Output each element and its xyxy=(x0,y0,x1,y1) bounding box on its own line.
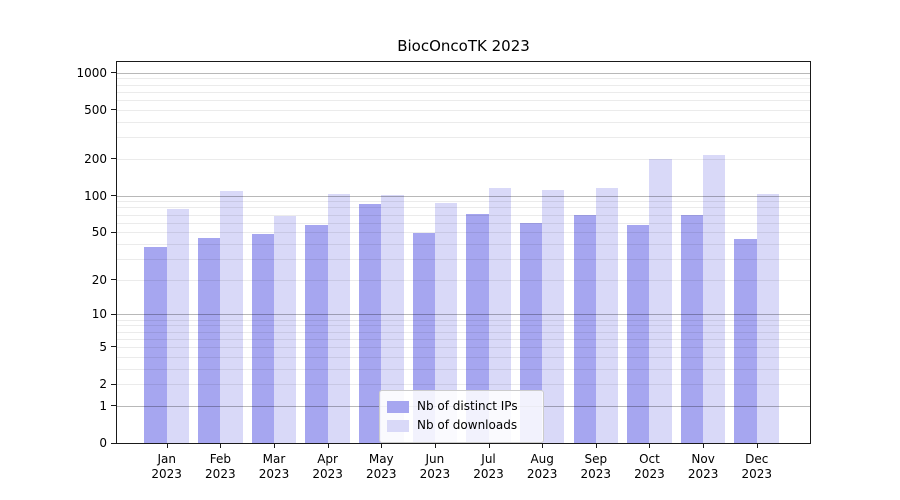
x-tick-mark xyxy=(595,443,597,448)
x-tick-mark xyxy=(166,443,168,448)
bar-ips-dec xyxy=(734,238,757,443)
x-tick-label: Dec 2023 xyxy=(741,452,772,481)
x-tick-mark xyxy=(220,443,222,448)
legend: Nb of distinct IPs Nb of downloads xyxy=(379,390,544,443)
bar-downloads-sep xyxy=(595,188,619,443)
y-tick-mark xyxy=(111,442,116,444)
x-tick-label: Apr 2023 xyxy=(312,452,343,481)
y-tick-mark xyxy=(111,346,116,348)
legend-label-distinct-ips: Nb of distinct IPs xyxy=(417,399,518,413)
x-tick-label: Jan 2023 xyxy=(151,452,182,481)
x-tick-label: Sep 2023 xyxy=(580,452,612,481)
axis-layer: 0 1 2 5 10 20 50 100 200 500 1000 Jan 2023 Feb 2023 M… xyxy=(76,62,810,481)
plot-area: 0 1 2 5 10 20 50 100 200 500 1000 Jan 2023 Feb 2023 M… xyxy=(76,61,811,481)
x-tick-mark xyxy=(327,443,329,448)
bar-downloads-may xyxy=(381,195,404,443)
x-tick-label: May 2023 xyxy=(365,452,397,481)
bar-downloads-dec xyxy=(756,193,780,443)
bar-ips-nov xyxy=(680,214,704,443)
y-tick-label: 20 xyxy=(91,272,107,287)
y-tick-label: 500 xyxy=(84,102,107,117)
bars-layer xyxy=(117,62,810,443)
y-tick-mark xyxy=(111,383,116,385)
y-tick-label: 1000 xyxy=(76,65,107,80)
y-tick-label: 5 xyxy=(99,339,107,354)
x-tick-mark xyxy=(273,443,275,448)
bar-ips-may xyxy=(358,203,382,443)
y-tick-mark xyxy=(111,195,116,197)
legend-swatch-distinct-ips-icon xyxy=(387,400,409,413)
legend-item-distinct-ips: Nb of distinct IPs xyxy=(387,398,535,415)
y-tick-label: 100 xyxy=(84,188,107,203)
y-tick-mark xyxy=(111,109,116,111)
bar-ips-sep xyxy=(573,214,596,443)
y-tick-mark xyxy=(111,313,116,315)
bar-downloads-jun xyxy=(434,203,458,443)
bar-downloads-apr xyxy=(327,194,350,443)
bar-downloads-feb xyxy=(220,190,243,443)
bar-ips-apr xyxy=(305,225,328,443)
x-tick-mark xyxy=(542,443,544,448)
bar-ips-jul xyxy=(466,213,489,443)
x-tick-mark xyxy=(756,443,758,448)
x-tick-label: Jul 2023 xyxy=(473,452,504,481)
bar-ips-mar xyxy=(251,234,274,443)
y-tick-mark xyxy=(111,158,116,160)
bar-downloads-aug xyxy=(542,189,565,443)
bar-downloads-jul xyxy=(488,187,511,443)
legend-swatch-downloads-icon xyxy=(387,419,409,432)
y-tick-label: 200 xyxy=(84,151,107,166)
bar-downloads-jan xyxy=(166,208,189,443)
x-tick-mark xyxy=(488,443,490,448)
y-tick-label: 50 xyxy=(91,225,107,240)
bar-ips-aug xyxy=(519,222,543,443)
x-tick-label: Feb 2023 xyxy=(205,452,236,481)
x-tick-mark xyxy=(649,443,651,448)
legend-item-downloads: Nb of downloads xyxy=(387,417,535,434)
y-tick-mark xyxy=(111,72,116,74)
x-tick-mark xyxy=(381,443,383,448)
y-tick-label: 1 xyxy=(99,398,107,413)
bar-downloads-oct xyxy=(649,158,672,443)
y-tick-mark xyxy=(111,231,116,233)
legend-label-downloads: Nb of downloads xyxy=(417,418,518,432)
bar-ips-oct xyxy=(627,225,650,443)
y-tick-mark xyxy=(111,405,116,407)
x-tick-label: Nov 2023 xyxy=(687,452,719,481)
bar-downloads-nov xyxy=(703,155,726,443)
x-tick-mark xyxy=(434,443,436,448)
x-tick-label: Mar 2023 xyxy=(258,452,290,481)
y-tick-mark xyxy=(111,279,116,281)
chart-title: BiocOncoTK 2023 xyxy=(397,37,530,55)
bar-downloads-mar xyxy=(273,216,297,443)
x-tick-mark xyxy=(703,443,705,448)
y-tick-label: 0 xyxy=(99,436,107,450)
y-tick-label: 2 xyxy=(99,377,107,392)
bar-ips-jan xyxy=(144,246,167,443)
x-tick-label: Jun 2023 xyxy=(419,452,451,481)
y-tick-label: 10 xyxy=(91,307,107,322)
x-tick-label: Aug 2023 xyxy=(526,452,558,481)
x-tick-label: Oct 2023 xyxy=(634,452,665,481)
bar-ips-feb xyxy=(198,237,221,443)
